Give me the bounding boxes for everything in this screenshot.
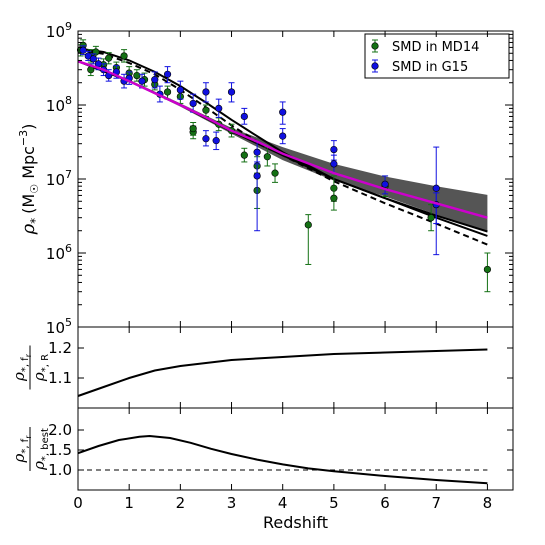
data-point xyxy=(253,172,261,180)
data-point xyxy=(381,180,389,188)
axes-frame xyxy=(77,326,514,409)
x-tick-label: 7 xyxy=(431,494,441,512)
data-point xyxy=(105,54,113,62)
legend-marker xyxy=(371,42,379,50)
data-point xyxy=(176,86,184,94)
y-tick-label: 1.5 xyxy=(48,441,72,459)
data-point xyxy=(189,124,197,133)
y-label-numerator: ρ*, fr xyxy=(10,353,33,382)
y-tick-label: 1.2 xyxy=(48,339,72,357)
data-point xyxy=(227,88,236,96)
y-tick-label: 106 xyxy=(46,242,72,263)
y-label-denominator: ρ*, best xyxy=(30,428,51,471)
data-point xyxy=(202,88,210,96)
data-point xyxy=(304,221,312,229)
series-g15 xyxy=(79,45,440,256)
data-point xyxy=(212,137,220,145)
y-tick-label: 109 xyxy=(46,20,72,41)
data-point xyxy=(120,52,128,60)
data-point xyxy=(253,148,261,156)
data-point xyxy=(89,55,97,63)
top-y-axis-label: ρ*(M☉ Mpc−3) xyxy=(17,124,42,236)
y-tick-label: 1.0 xyxy=(48,461,72,479)
data-point xyxy=(151,76,159,84)
y-label-numerator: ρ*, fr xyxy=(10,435,33,464)
data-point xyxy=(138,77,146,85)
x-tick-label: 6 xyxy=(380,494,390,512)
data-point xyxy=(432,184,440,192)
ratio-curve xyxy=(77,348,488,397)
data-point xyxy=(330,145,338,154)
data-point xyxy=(163,70,172,78)
data-point xyxy=(240,151,248,159)
x-tick-label: 8 xyxy=(483,494,493,512)
data-point xyxy=(271,169,279,177)
data-point xyxy=(79,46,87,54)
data-point xyxy=(189,99,197,108)
y-tick-label: 105 xyxy=(46,316,72,337)
data-point xyxy=(279,108,287,116)
data-point xyxy=(215,104,223,112)
legend-label: SMD in MD14 xyxy=(392,40,479,55)
x-tick-label: 2 xyxy=(176,494,186,512)
data-point xyxy=(263,153,271,161)
data-point xyxy=(330,160,338,168)
x-axis-label: Redshift xyxy=(263,513,328,532)
y-tick-label: 107 xyxy=(46,168,72,189)
data-point xyxy=(202,135,210,143)
legend-label: SMD in G15 xyxy=(392,60,468,75)
y-axis-label: ρ*, frρ*, R xyxy=(10,345,51,390)
axes-frame xyxy=(77,407,514,491)
x-tick-label: 3 xyxy=(227,494,237,512)
data-point xyxy=(427,214,435,222)
x-tick-label: 1 xyxy=(124,494,134,512)
data-point xyxy=(483,265,492,274)
y-axis-label: ρ*, frρ*, best xyxy=(10,427,51,471)
data-point xyxy=(240,112,248,121)
data-point xyxy=(133,71,141,80)
legend: SMD in MD14 SMD in G15 xyxy=(364,33,510,79)
data-point xyxy=(163,88,172,96)
y-tick-label: 1.1 xyxy=(48,369,72,387)
data-point xyxy=(202,106,210,114)
legend-marker xyxy=(371,62,379,70)
y-label-denominator: ρ*, R xyxy=(30,354,51,382)
best-fit-curve xyxy=(77,60,488,219)
x-tick-label: 0 xyxy=(73,494,83,512)
data-point xyxy=(279,132,287,140)
y-tick-label: 108 xyxy=(46,94,72,115)
y-tick-label: 2.0 xyxy=(48,421,72,439)
legend-box xyxy=(364,33,510,79)
x-tick-label: 4 xyxy=(278,494,288,512)
ratio-curve xyxy=(77,434,488,485)
data-point xyxy=(330,194,338,202)
middle-panel: 1.11.2ρ*, frρ*, R xyxy=(10,326,514,409)
x-tick-label: 5 xyxy=(329,494,339,512)
